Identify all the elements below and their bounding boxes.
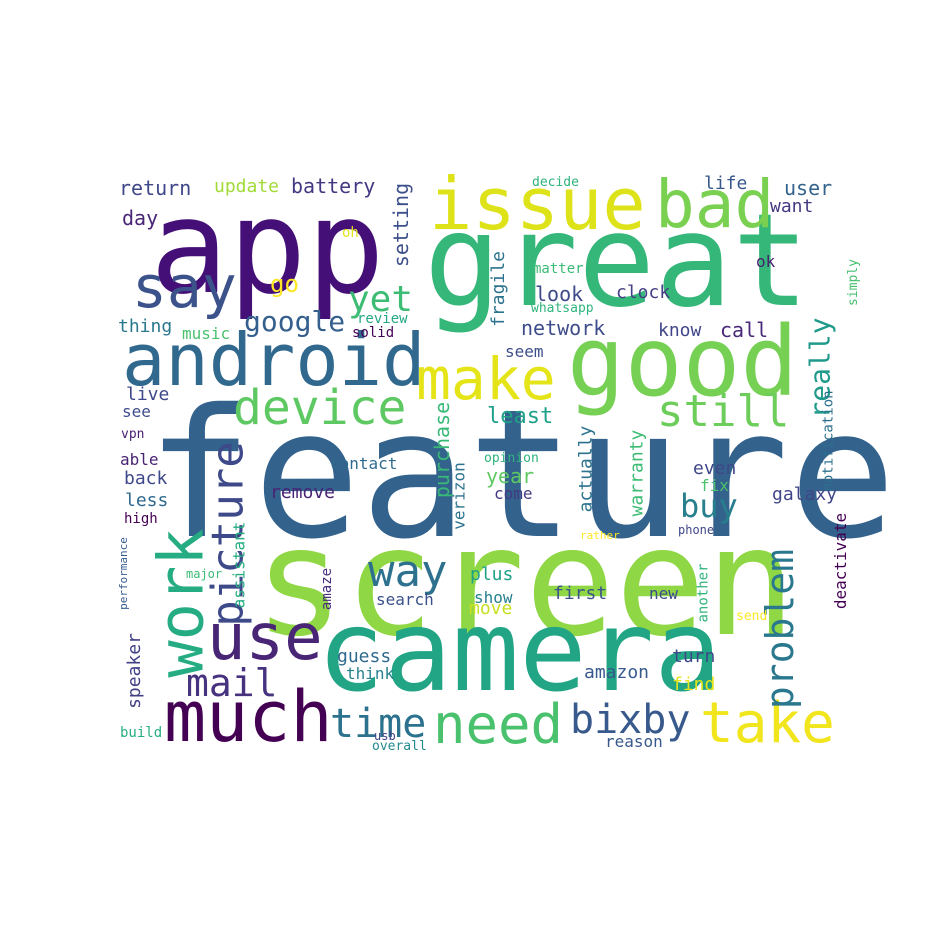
word: fragile bbox=[487, 251, 509, 327]
word: build bbox=[120, 725, 163, 741]
word: new bbox=[649, 584, 678, 603]
word: galaxy bbox=[772, 484, 838, 505]
word: reason bbox=[605, 732, 663, 751]
word: app bbox=[150, 171, 385, 323]
word: call bbox=[720, 318, 769, 342]
word: solid bbox=[352, 325, 395, 341]
word: less bbox=[125, 490, 169, 511]
word: least bbox=[487, 404, 554, 429]
word: remove bbox=[270, 482, 336, 503]
word: know bbox=[658, 320, 702, 341]
word: mail bbox=[186, 661, 278, 705]
word: life bbox=[704, 173, 748, 194]
word: send bbox=[736, 609, 768, 624]
word: year bbox=[486, 464, 535, 488]
word: major bbox=[186, 567, 223, 581]
word: amazon bbox=[584, 662, 650, 683]
word: rather bbox=[580, 529, 620, 542]
word: amaze bbox=[319, 567, 336, 611]
word: contact bbox=[330, 454, 398, 473]
word: google bbox=[244, 305, 346, 338]
word: turn bbox=[672, 646, 716, 667]
word: guess bbox=[337, 646, 392, 667]
word: come bbox=[494, 484, 533, 503]
word: problem bbox=[758, 548, 803, 710]
word: matter bbox=[533, 261, 584, 277]
word: user bbox=[784, 176, 833, 200]
word: use bbox=[207, 601, 323, 675]
word: network bbox=[521, 316, 606, 340]
word: return bbox=[119, 176, 192, 200]
word: time bbox=[330, 701, 427, 747]
word: vpn bbox=[121, 427, 145, 442]
word: music bbox=[182, 324, 231, 343]
word: bixby bbox=[570, 697, 691, 743]
word: search bbox=[376, 590, 434, 609]
word: need bbox=[433, 693, 564, 756]
word: issue bbox=[429, 162, 646, 246]
word: look bbox=[535, 282, 584, 306]
word: way bbox=[368, 546, 448, 597]
word: deactivate bbox=[831, 512, 851, 610]
word: screen bbox=[254, 496, 796, 670]
word: speaker bbox=[123, 633, 145, 709]
word: simply bbox=[845, 259, 861, 306]
word: thing bbox=[118, 316, 173, 337]
word: actually bbox=[575, 425, 597, 513]
word: whatsapp bbox=[531, 301, 594, 316]
word: device bbox=[233, 380, 407, 436]
word: find bbox=[672, 674, 716, 695]
word: camera bbox=[317, 587, 722, 717]
word: day bbox=[122, 206, 159, 230]
word: bad bbox=[655, 166, 775, 243]
word: think bbox=[346, 664, 395, 683]
word: want bbox=[770, 196, 814, 217]
word: still bbox=[657, 386, 790, 437]
word: buy bbox=[680, 487, 738, 525]
word: oh bbox=[342, 225, 359, 241]
word: high bbox=[124, 511, 158, 527]
word: first bbox=[553, 583, 608, 604]
word: overall bbox=[372, 739, 427, 754]
word: android bbox=[122, 318, 426, 402]
word: yet bbox=[348, 279, 414, 320]
word: ok bbox=[756, 252, 776, 271]
word: feature bbox=[146, 371, 897, 578]
word: setting bbox=[389, 182, 414, 268]
word: another bbox=[695, 563, 712, 623]
word: notification bbox=[820, 390, 837, 492]
word: warranty bbox=[626, 429, 648, 517]
word: plus bbox=[470, 564, 514, 585]
word: make bbox=[416, 345, 556, 413]
word: great bbox=[424, 187, 810, 336]
word: good bbox=[567, 306, 799, 418]
word: take bbox=[700, 691, 835, 756]
word: live bbox=[126, 384, 170, 405]
word: show bbox=[474, 588, 513, 607]
word: usb bbox=[374, 729, 396, 743]
word: able bbox=[120, 450, 159, 469]
word: back bbox=[124, 468, 168, 489]
word: phone bbox=[678, 523, 715, 537]
word: battery bbox=[291, 174, 376, 198]
word: fix bbox=[700, 476, 729, 495]
word: say bbox=[132, 253, 237, 321]
word: even bbox=[693, 458, 737, 479]
word: move bbox=[469, 598, 513, 619]
word: performance bbox=[116, 537, 130, 610]
word: verizon bbox=[449, 462, 469, 530]
word: update bbox=[214, 176, 280, 197]
word: go bbox=[270, 270, 299, 298]
word: decide bbox=[532, 175, 579, 190]
word: opinion bbox=[484, 451, 539, 466]
word: see bbox=[122, 402, 151, 421]
word: much bbox=[164, 676, 333, 758]
word: seem bbox=[505, 342, 544, 361]
word: review bbox=[357, 311, 408, 327]
word: assistant bbox=[229, 521, 249, 609]
word: clock bbox=[616, 282, 671, 303]
